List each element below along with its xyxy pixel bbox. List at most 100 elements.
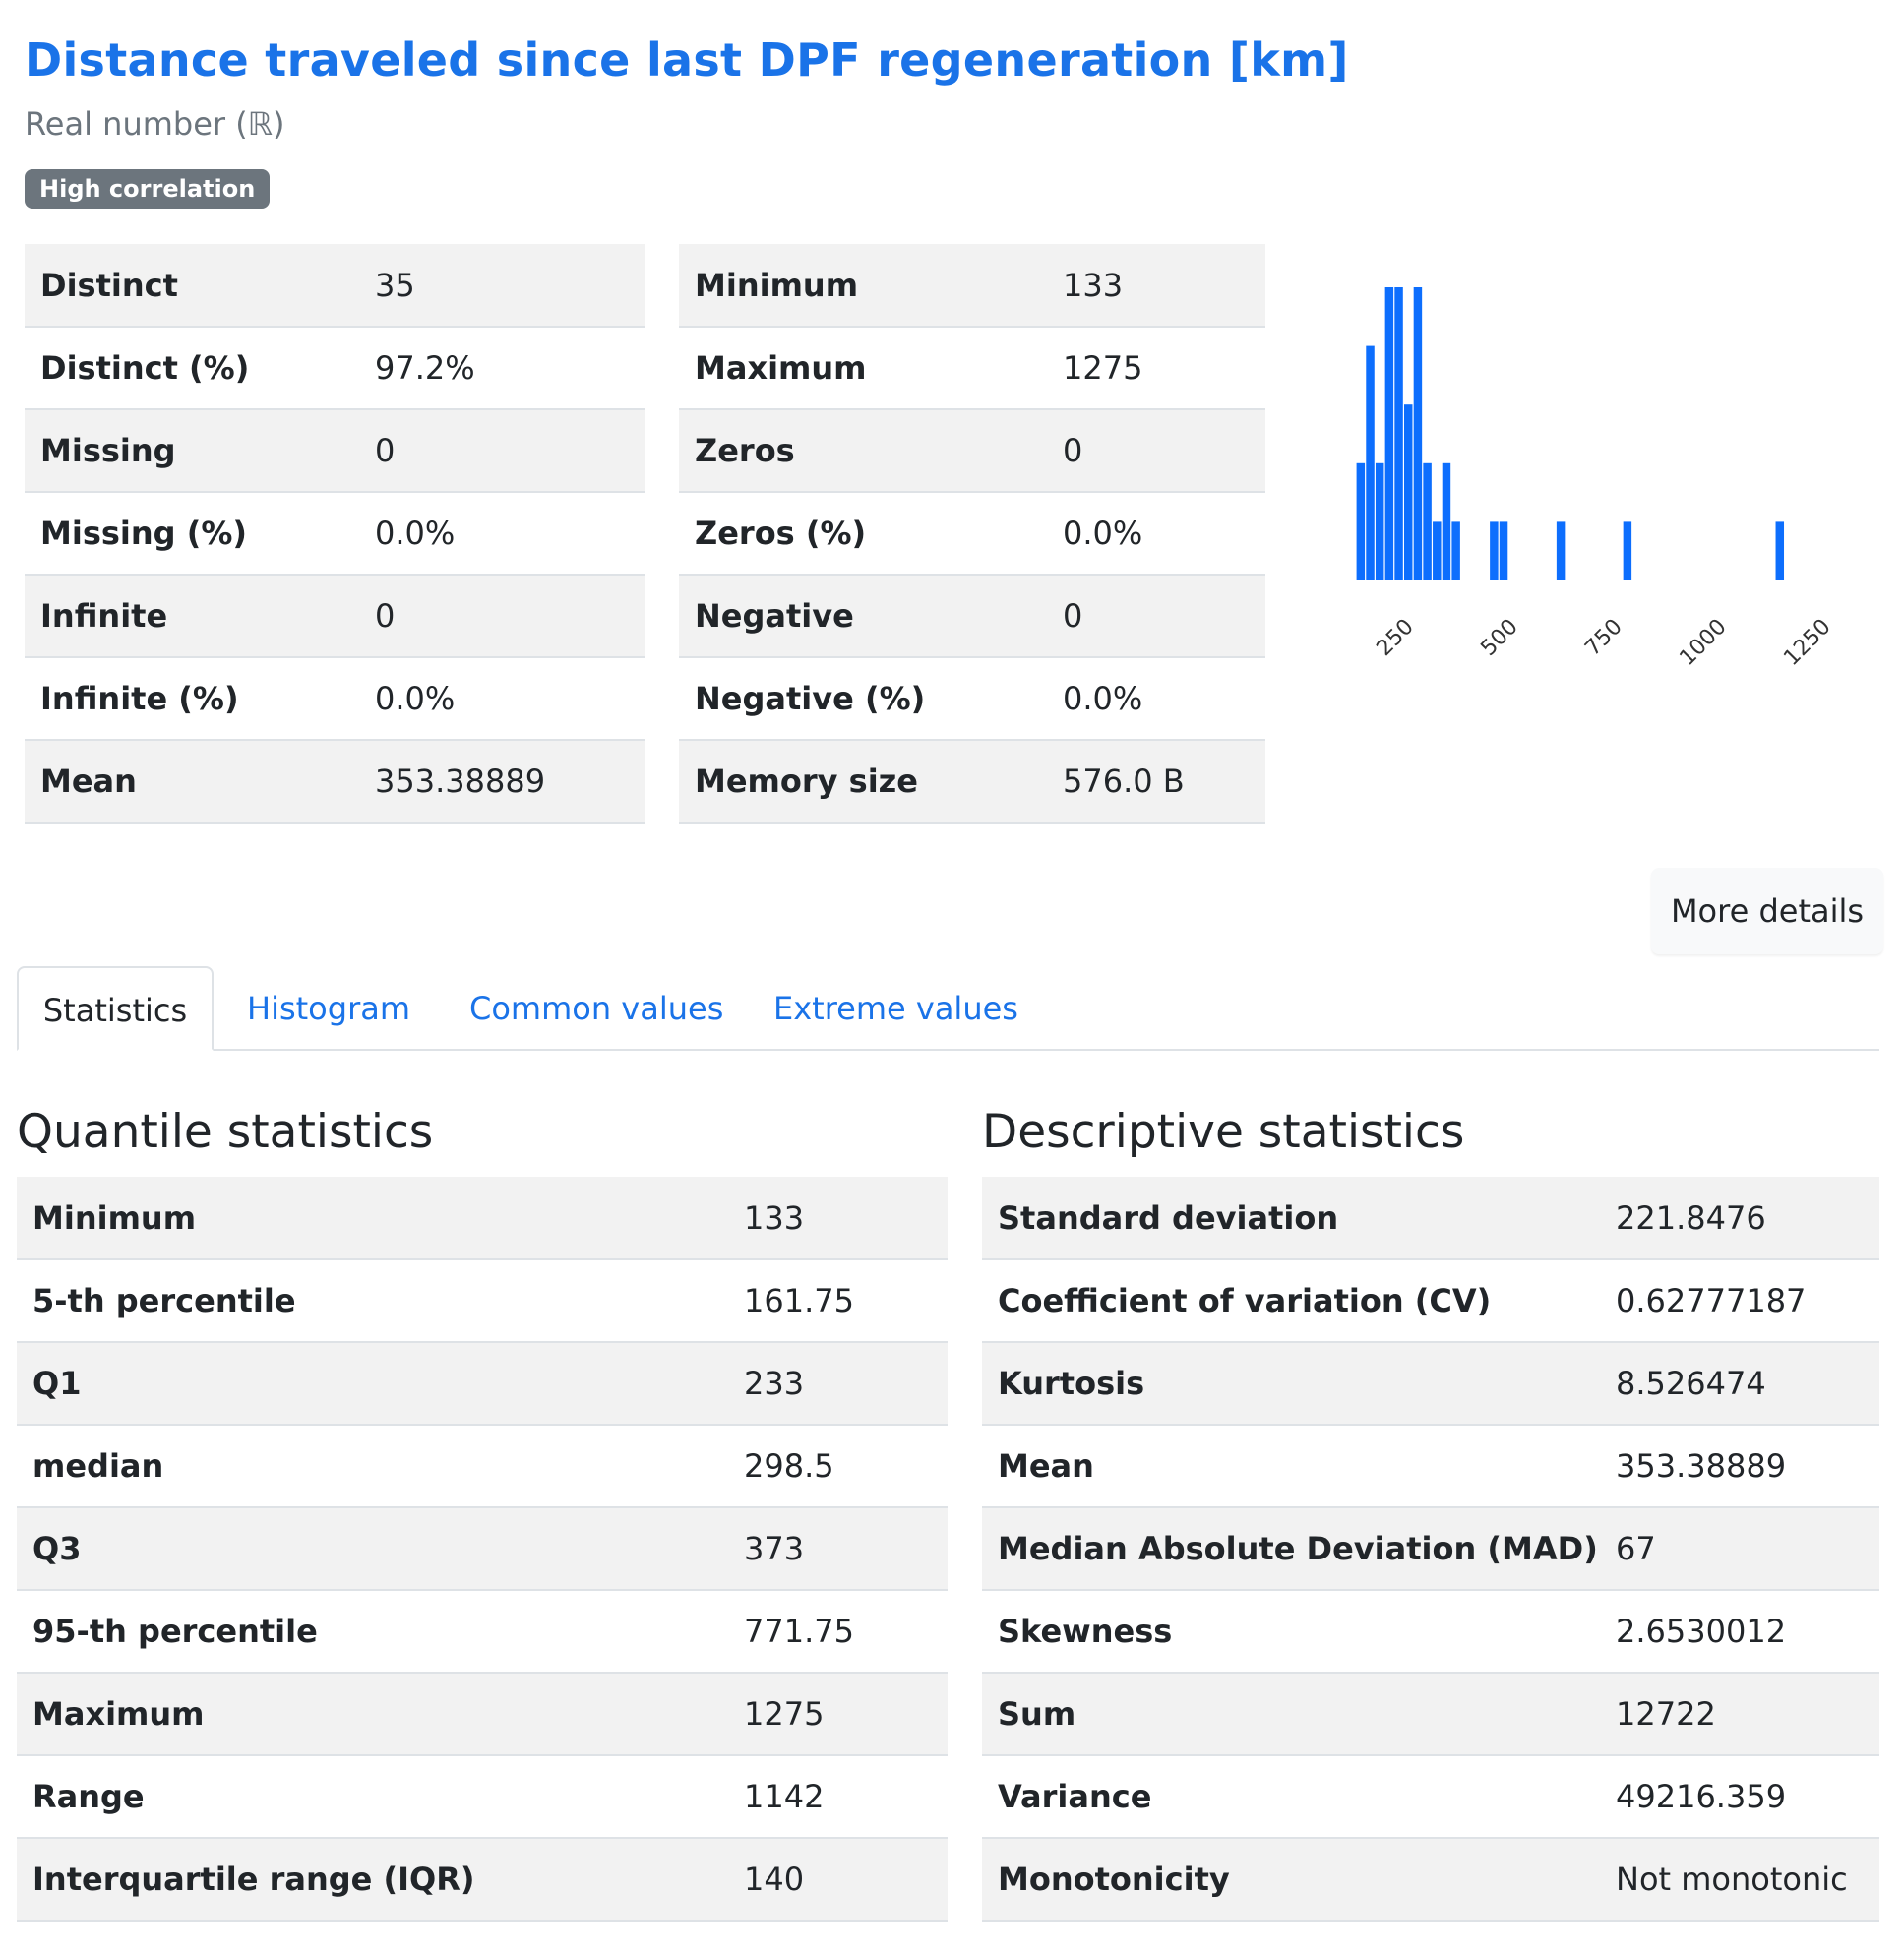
table-row: Missing (%) 0.0% [25,492,645,576]
histogram-bar [1413,287,1423,580]
stat-label: Minimum [17,1177,728,1260]
histogram-bar [1442,462,1451,580]
stat-value: 0.0% [1047,492,1265,576]
stat-label: Standard deviation [982,1177,1600,1260]
table-row: Minimum 133 [679,244,1265,328]
stat-label: Sum [982,1673,1600,1756]
table-row: Missing 0 [25,409,645,493]
histogram-x-tick-label: 250 [1372,615,1418,661]
table-row: Zeros 0 [679,409,1265,493]
stat-label: Maximum [17,1673,728,1756]
table-row: Distinct 35 [25,244,645,328]
quantile-statistics-title: Quantile statistics [17,1105,434,1159]
descriptive-statistics-title: Descriptive statistics [982,1105,1465,1159]
stat-value: 8.526474 [1600,1342,1879,1426]
tab-common-values[interactable]: Common values [469,990,724,1027]
table-row: Infinite 0 [25,575,645,658]
table-row: Maximum 1275 [679,327,1265,410]
stat-value: 0 [359,409,645,493]
table-row: median 298.5 [17,1425,948,1508]
stat-label: Minimum [679,244,1047,328]
histogram-bar [1451,521,1460,580]
table-row: 95-th percentile 771.75 [17,1590,948,1674]
stat-value: 0.0% [1047,657,1265,741]
table-row: Mean 353.38889 [982,1425,1879,1508]
tabs-divider [17,1049,1879,1051]
table-row: Zeros (%) 0.0% [679,492,1265,576]
stat-value: 133 [728,1177,948,1260]
stat-value: 353.38889 [1600,1425,1879,1508]
stat-value: 35 [359,244,645,328]
histogram-bar [1423,462,1432,580]
stat-label: Median Absolute Deviation (MAD) [982,1507,1600,1591]
histogram-bar [1384,287,1394,580]
stat-label: Mean [25,740,359,824]
table-row: Negative (%) 0.0% [679,657,1265,741]
stat-label: Mean [982,1425,1600,1508]
table-row: Median Absolute Deviation (MAD) 67 [982,1507,1879,1591]
stat-value: 1275 [728,1673,948,1756]
tab-statistics[interactable]: Statistics [17,966,214,1051]
stat-label: Memory size [679,740,1047,824]
stat-value: 1142 [728,1755,948,1839]
histogram-bar [1490,521,1499,580]
histogram-chart: 250 500 750 1000 1250 [1356,287,1836,671]
stat-value: 67 [1600,1507,1879,1591]
stat-value: 373 [728,1507,948,1591]
tab-histogram[interactable]: Histogram [247,990,410,1027]
stat-value: 49216.359 [1600,1755,1879,1839]
histogram-bar [1433,521,1442,580]
overview-table-left: Distinct 35 Distinct (%) 97.2% Missing 0 Mi… [25,244,645,824]
table-row: Maximum 1275 [17,1673,948,1756]
histogram-bar [1556,521,1566,580]
stat-label: Variance [982,1755,1600,1839]
table-row: Minimum 133 [17,1177,948,1260]
stat-value: 161.75 [728,1259,948,1343]
histogram-x-tick-label: 1250 [1779,615,1835,671]
stat-value: 1275 [1047,327,1265,410]
stat-value: 0.0% [359,492,645,576]
histogram-bar [1394,287,1403,580]
histogram-x-tick-label: 500 [1476,615,1522,661]
stat-value: 233 [728,1342,948,1426]
table-row: Q1 233 [17,1342,948,1426]
stat-value: 771.75 [728,1590,948,1674]
histogram-x-ticks: 250 500 750 1000 1250 [1372,615,1835,671]
page-title: Distance traveled since last DPF regener… [25,33,1349,87]
stat-label: 5-th percentile [17,1259,728,1343]
stat-label: Negative [679,575,1047,658]
stat-label: Range [17,1755,728,1839]
more-details-button[interactable]: More details [1651,868,1883,954]
table-row: Memory size 576.0 B [679,740,1265,824]
table-row: Sum 12722 [982,1673,1879,1756]
stat-value: 97.2% [359,327,645,410]
stat-value: 140 [728,1838,948,1922]
tab-extreme-values[interactable]: Extreme values [773,990,1018,1027]
table-row: Distinct (%) 97.2% [25,327,645,410]
high-correlation-badge[interactable]: High correlation [25,169,271,209]
table-row: Coefficient of variation (CV) 0.62777187 [982,1259,1879,1343]
table-row: Standard deviation 221.8476 [982,1177,1879,1260]
stat-value: 353.38889 [359,740,645,824]
variable-type-label: Real number (ℝ) [25,105,285,143]
stat-value: 133 [1047,244,1265,328]
table-row: Variance 49216.359 [982,1755,1879,1839]
stat-label: Monotonicity [982,1838,1600,1922]
table-row: Mean 353.38889 [25,740,645,824]
histogram-x-tick-label: 750 [1580,615,1627,661]
stat-label: Infinite (%) [25,657,359,741]
stat-value: 12722 [1600,1673,1879,1756]
table-row: Monotonicity Not monotonic [982,1838,1879,1922]
stat-value: 298.5 [728,1425,948,1508]
table-row: Infinite (%) 0.0% [25,657,645,741]
table-row: Q3 373 [17,1507,948,1591]
stat-label: Skewness [982,1590,1600,1674]
histogram-x-tick-label: 1000 [1675,615,1731,671]
stat-label: Infinite [25,575,359,658]
stat-label: Kurtosis [982,1342,1600,1426]
stat-value: 2.6530012 [1600,1590,1879,1674]
stat-label: Missing [25,409,359,493]
quantile-statistics-table: Minimum 133 5-th percentile 161.75 Q1 233 m… [17,1177,948,1922]
stat-value: 0.62777187 [1600,1259,1879,1343]
stat-label: Negative (%) [679,657,1047,741]
